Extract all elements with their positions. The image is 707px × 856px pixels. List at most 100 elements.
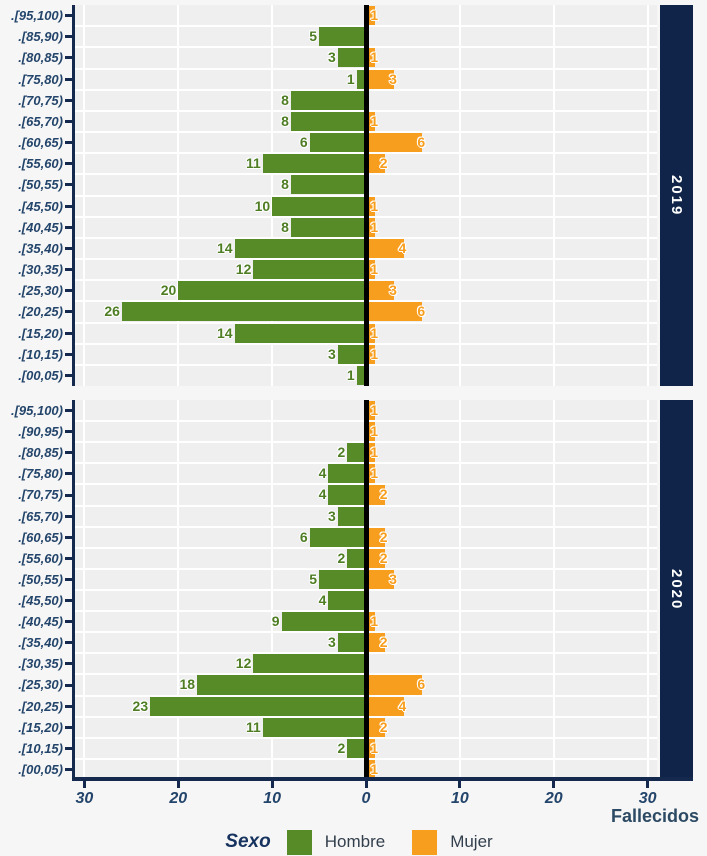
y-axis-tick	[65, 162, 73, 166]
x-axis-tick-label: 20	[169, 790, 188, 807]
bar-mujer	[366, 569, 395, 589]
bar-value-hombre: 3	[328, 634, 336, 651]
x-axis-tick-label: 20	[544, 790, 563, 807]
legend-label-hombre: Hombre	[324, 832, 386, 851]
bar-hombre	[337, 633, 366, 653]
bar-hombre	[337, 344, 366, 364]
legend-title: Sexo	[225, 831, 271, 852]
x-axis-title: Fallecidos	[610, 806, 699, 826]
y-axis-tick	[65, 767, 73, 771]
bar-mujer	[366, 323, 376, 343]
bar-mujer	[366, 48, 376, 68]
y-axis-tick	[65, 289, 73, 293]
zero-line	[363, 400, 369, 780]
bar-mujer	[366, 401, 376, 421]
bar-value-hombre: 12	[235, 261, 252, 277]
y-axis-tick	[65, 225, 73, 229]
y-axis-tick	[65, 451, 73, 455]
y-axis-label: .[40,45)	[18, 614, 63, 630]
y-axis-tick	[65, 725, 73, 729]
bar-value-mujer: 1	[370, 739, 379, 756]
y-axis-tick	[65, 599, 73, 603]
y-axis-tick	[65, 472, 73, 476]
bar-value-hombre: 8	[281, 112, 289, 129]
bar-hombre	[290, 111, 366, 131]
bar-value-hombre: 6	[299, 134, 308, 150]
y-axis-tick	[65, 98, 73, 102]
legend-swatch-mujer	[412, 829, 438, 855]
y-axis-tick	[65, 56, 73, 60]
bar-value-hombre: 9	[271, 613, 280, 630]
bar-value-mujer: 2	[379, 718, 388, 735]
bar-value-hombre: 2	[337, 444, 346, 461]
bar-mujer	[366, 759, 376, 779]
bar-mujer	[366, 6, 376, 26]
y-axis-tick	[65, 683, 73, 687]
bar-hombre	[347, 738, 366, 758]
bar-value-mujer: 1	[370, 7, 379, 23]
bar-mujer	[366, 675, 423, 695]
bar-hombre	[347, 443, 366, 463]
y-axis-label: .[00,05)	[18, 761, 63, 777]
x-axis-tick-label: 30	[638, 790, 657, 807]
zero-line	[363, 5, 369, 386]
y-axis-tick	[65, 662, 73, 666]
bar-hombre	[197, 675, 366, 695]
y-axis-label: .[60,65)	[18, 135, 63, 150]
y-axis-label: .[35,40)	[18, 635, 63, 651]
y-axis-tick	[65, 268, 73, 272]
bar-hombre	[347, 548, 366, 568]
y-axis-label: .[00,05)	[18, 367, 63, 383]
bar-hombre	[262, 154, 366, 174]
y-axis-tick	[65, 514, 73, 518]
y-axis-label: .[35,40)	[18, 240, 63, 256]
y-axis-label: .[10,15)	[18, 740, 63, 756]
bar-mujer	[366, 485, 385, 505]
y-axis-tick	[65, 310, 73, 314]
y-axis-tick	[65, 183, 73, 187]
y-axis-tick	[65, 77, 73, 81]
y-axis-label: .[10,15)	[18, 346, 63, 362]
bar-value-mujer: 6	[417, 303, 426, 320]
y-axis-label: .[95,100)	[10, 403, 63, 418]
y-axis-label: .[80,85)	[18, 445, 63, 461]
y-axis-tick	[65, 141, 73, 145]
x-axis-tick	[364, 781, 368, 788]
y-axis-label: .[45,50)	[18, 198, 63, 214]
bar-value-hombre: 11	[245, 718, 261, 735]
y-axis-label: .[50,55)	[18, 177, 63, 193]
bar-value-mujer: 1	[370, 112, 379, 129]
y-axis-tick	[65, 246, 73, 250]
bar-hombre	[290, 175, 366, 195]
y-axis-tick	[65, 373, 73, 377]
bar-mujer	[366, 154, 385, 174]
facet-panel-2019: 1 5 3 1 1 3 8 8 1 6 6 11 2 8 10 1 8 1 14 4 12 1 20 3 26 6 14 1 3 1 1	[75, 5, 657, 386]
y-axis-tick	[65, 746, 73, 750]
bar-value-hombre: 14	[217, 324, 233, 341]
y-axis-label: .[65,70)	[18, 113, 63, 129]
bar-value-mujer: 3	[389, 570, 397, 587]
bar-value-hombre: 2	[337, 739, 346, 756]
bar-hombre	[234, 323, 366, 343]
x-axis-tick	[458, 781, 462, 788]
y-axis-tick	[65, 409, 73, 413]
bar-value-hombre: 26	[104, 303, 120, 320]
y-axis-label: .[80,85)	[18, 50, 63, 66]
bar-value-hombre: 1	[346, 70, 355, 87]
y-axis-label: .[30,35)	[18, 656, 63, 672]
bar-mujer	[366, 548, 385, 568]
bar-mujer	[366, 260, 376, 280]
bar-value-hombre: 10	[254, 197, 271, 214]
bar-value-hombre: 8	[281, 91, 289, 108]
bar-mujer	[366, 111, 376, 131]
bar-value-mujer: 1	[370, 423, 379, 440]
bar-value-mujer: 3	[389, 282, 397, 299]
bar-value-hombre: 18	[179, 676, 196, 693]
bar-mujer	[366, 217, 376, 237]
bar-value-hombre: 12	[235, 655, 252, 672]
y-axis-tick	[65, 704, 73, 708]
bar-mujer	[366, 302, 423, 322]
bar-value-mujer: 1	[370, 197, 379, 214]
y-axis-label: .[85,90)	[18, 29, 63, 45]
bar-value-mujer: 2	[379, 634, 388, 651]
